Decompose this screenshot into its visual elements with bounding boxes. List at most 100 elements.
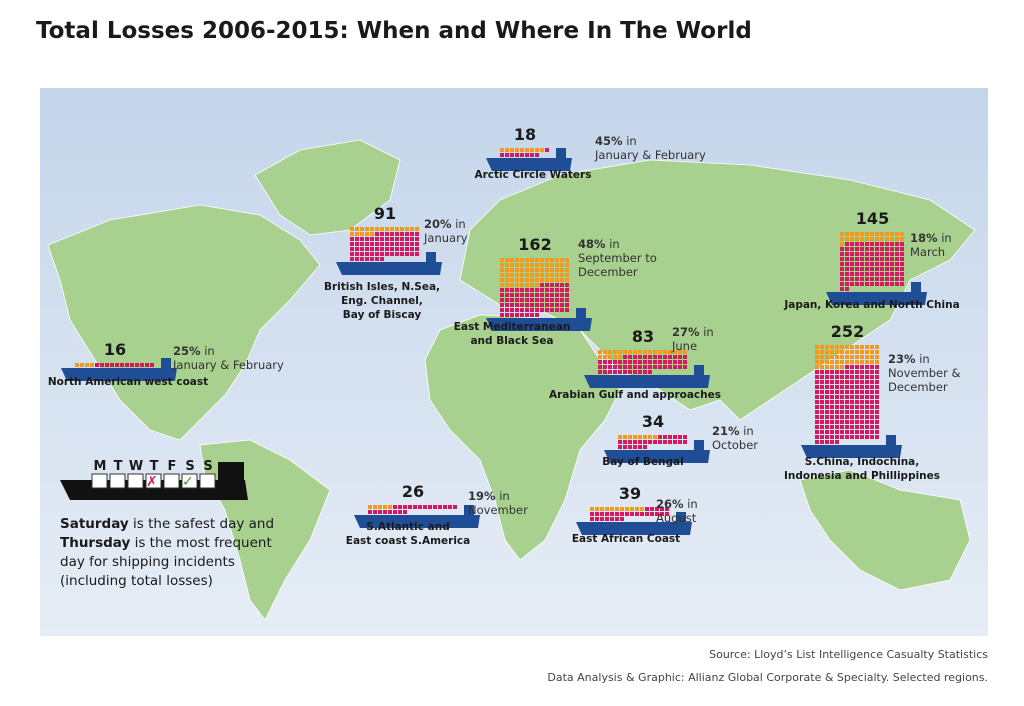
container [880, 267, 884, 271]
container [380, 242, 384, 246]
container [860, 355, 864, 359]
container [505, 293, 509, 297]
container [825, 430, 829, 434]
container [635, 507, 639, 511]
container [428, 505, 432, 509]
container [880, 252, 884, 256]
container [683, 350, 687, 354]
container [530, 308, 534, 312]
container [815, 420, 819, 424]
container [875, 415, 879, 419]
container [900, 262, 904, 266]
container [820, 415, 824, 419]
container [850, 237, 854, 241]
container [540, 148, 544, 152]
container [355, 247, 359, 251]
region-name: S.Atlantic and [366, 521, 449, 533]
container [565, 268, 569, 272]
container [830, 375, 834, 379]
source: Source: Lloyd’s List Intelligence Casual… [709, 648, 988, 661]
container [525, 308, 529, 312]
container [618, 435, 622, 439]
container [875, 425, 879, 429]
container [855, 277, 859, 281]
container [875, 375, 879, 379]
container [860, 435, 864, 439]
ship-bridge [556, 148, 566, 158]
share: 48% in [578, 237, 620, 251]
container [555, 298, 559, 302]
container [380, 232, 384, 236]
container [410, 232, 414, 236]
check-mark: ✓ [182, 474, 194, 490]
container [550, 298, 554, 302]
container [613, 365, 617, 369]
container [505, 288, 509, 292]
container [875, 370, 879, 374]
share-when: September to [578, 251, 657, 265]
container [555, 278, 559, 282]
container [415, 227, 419, 231]
container [505, 268, 509, 272]
container [820, 390, 824, 394]
container [520, 268, 524, 272]
container [405, 232, 409, 236]
container [860, 282, 864, 286]
container [865, 360, 869, 364]
container [830, 355, 834, 359]
container [360, 257, 364, 261]
container [840, 355, 844, 359]
container [370, 232, 374, 236]
container [885, 232, 889, 236]
container [668, 360, 672, 364]
container [860, 420, 864, 424]
container [850, 232, 854, 236]
container [618, 440, 622, 444]
container [410, 247, 414, 251]
container [860, 415, 864, 419]
container [545, 283, 549, 287]
container [395, 232, 399, 236]
container [845, 247, 849, 251]
container [515, 263, 519, 267]
container [613, 350, 617, 354]
container [870, 355, 874, 359]
ship-hull [336, 262, 442, 275]
container [865, 242, 869, 246]
container [383, 510, 387, 514]
container [400, 242, 404, 246]
container [555, 263, 559, 267]
container [820, 435, 824, 439]
container [500, 303, 504, 307]
container [525, 313, 529, 317]
container [855, 345, 859, 349]
container [663, 350, 667, 354]
container [415, 247, 419, 251]
container [385, 232, 389, 236]
container [885, 282, 889, 286]
container [655, 507, 659, 511]
container [515, 298, 519, 302]
container [830, 400, 834, 404]
container [845, 400, 849, 404]
container [850, 370, 854, 374]
container [815, 345, 819, 349]
container [643, 370, 647, 374]
container [665, 512, 669, 516]
container [535, 288, 539, 292]
container [860, 350, 864, 354]
container [820, 350, 824, 354]
container [880, 237, 884, 241]
container [405, 242, 409, 246]
container [505, 278, 509, 282]
container [850, 415, 854, 419]
container [380, 227, 384, 231]
share-percent: 48% [578, 237, 606, 251]
container [840, 237, 844, 241]
container [835, 425, 839, 429]
container [418, 505, 422, 509]
container [855, 355, 859, 359]
container [510, 283, 514, 287]
container [410, 227, 414, 231]
container [850, 405, 854, 409]
